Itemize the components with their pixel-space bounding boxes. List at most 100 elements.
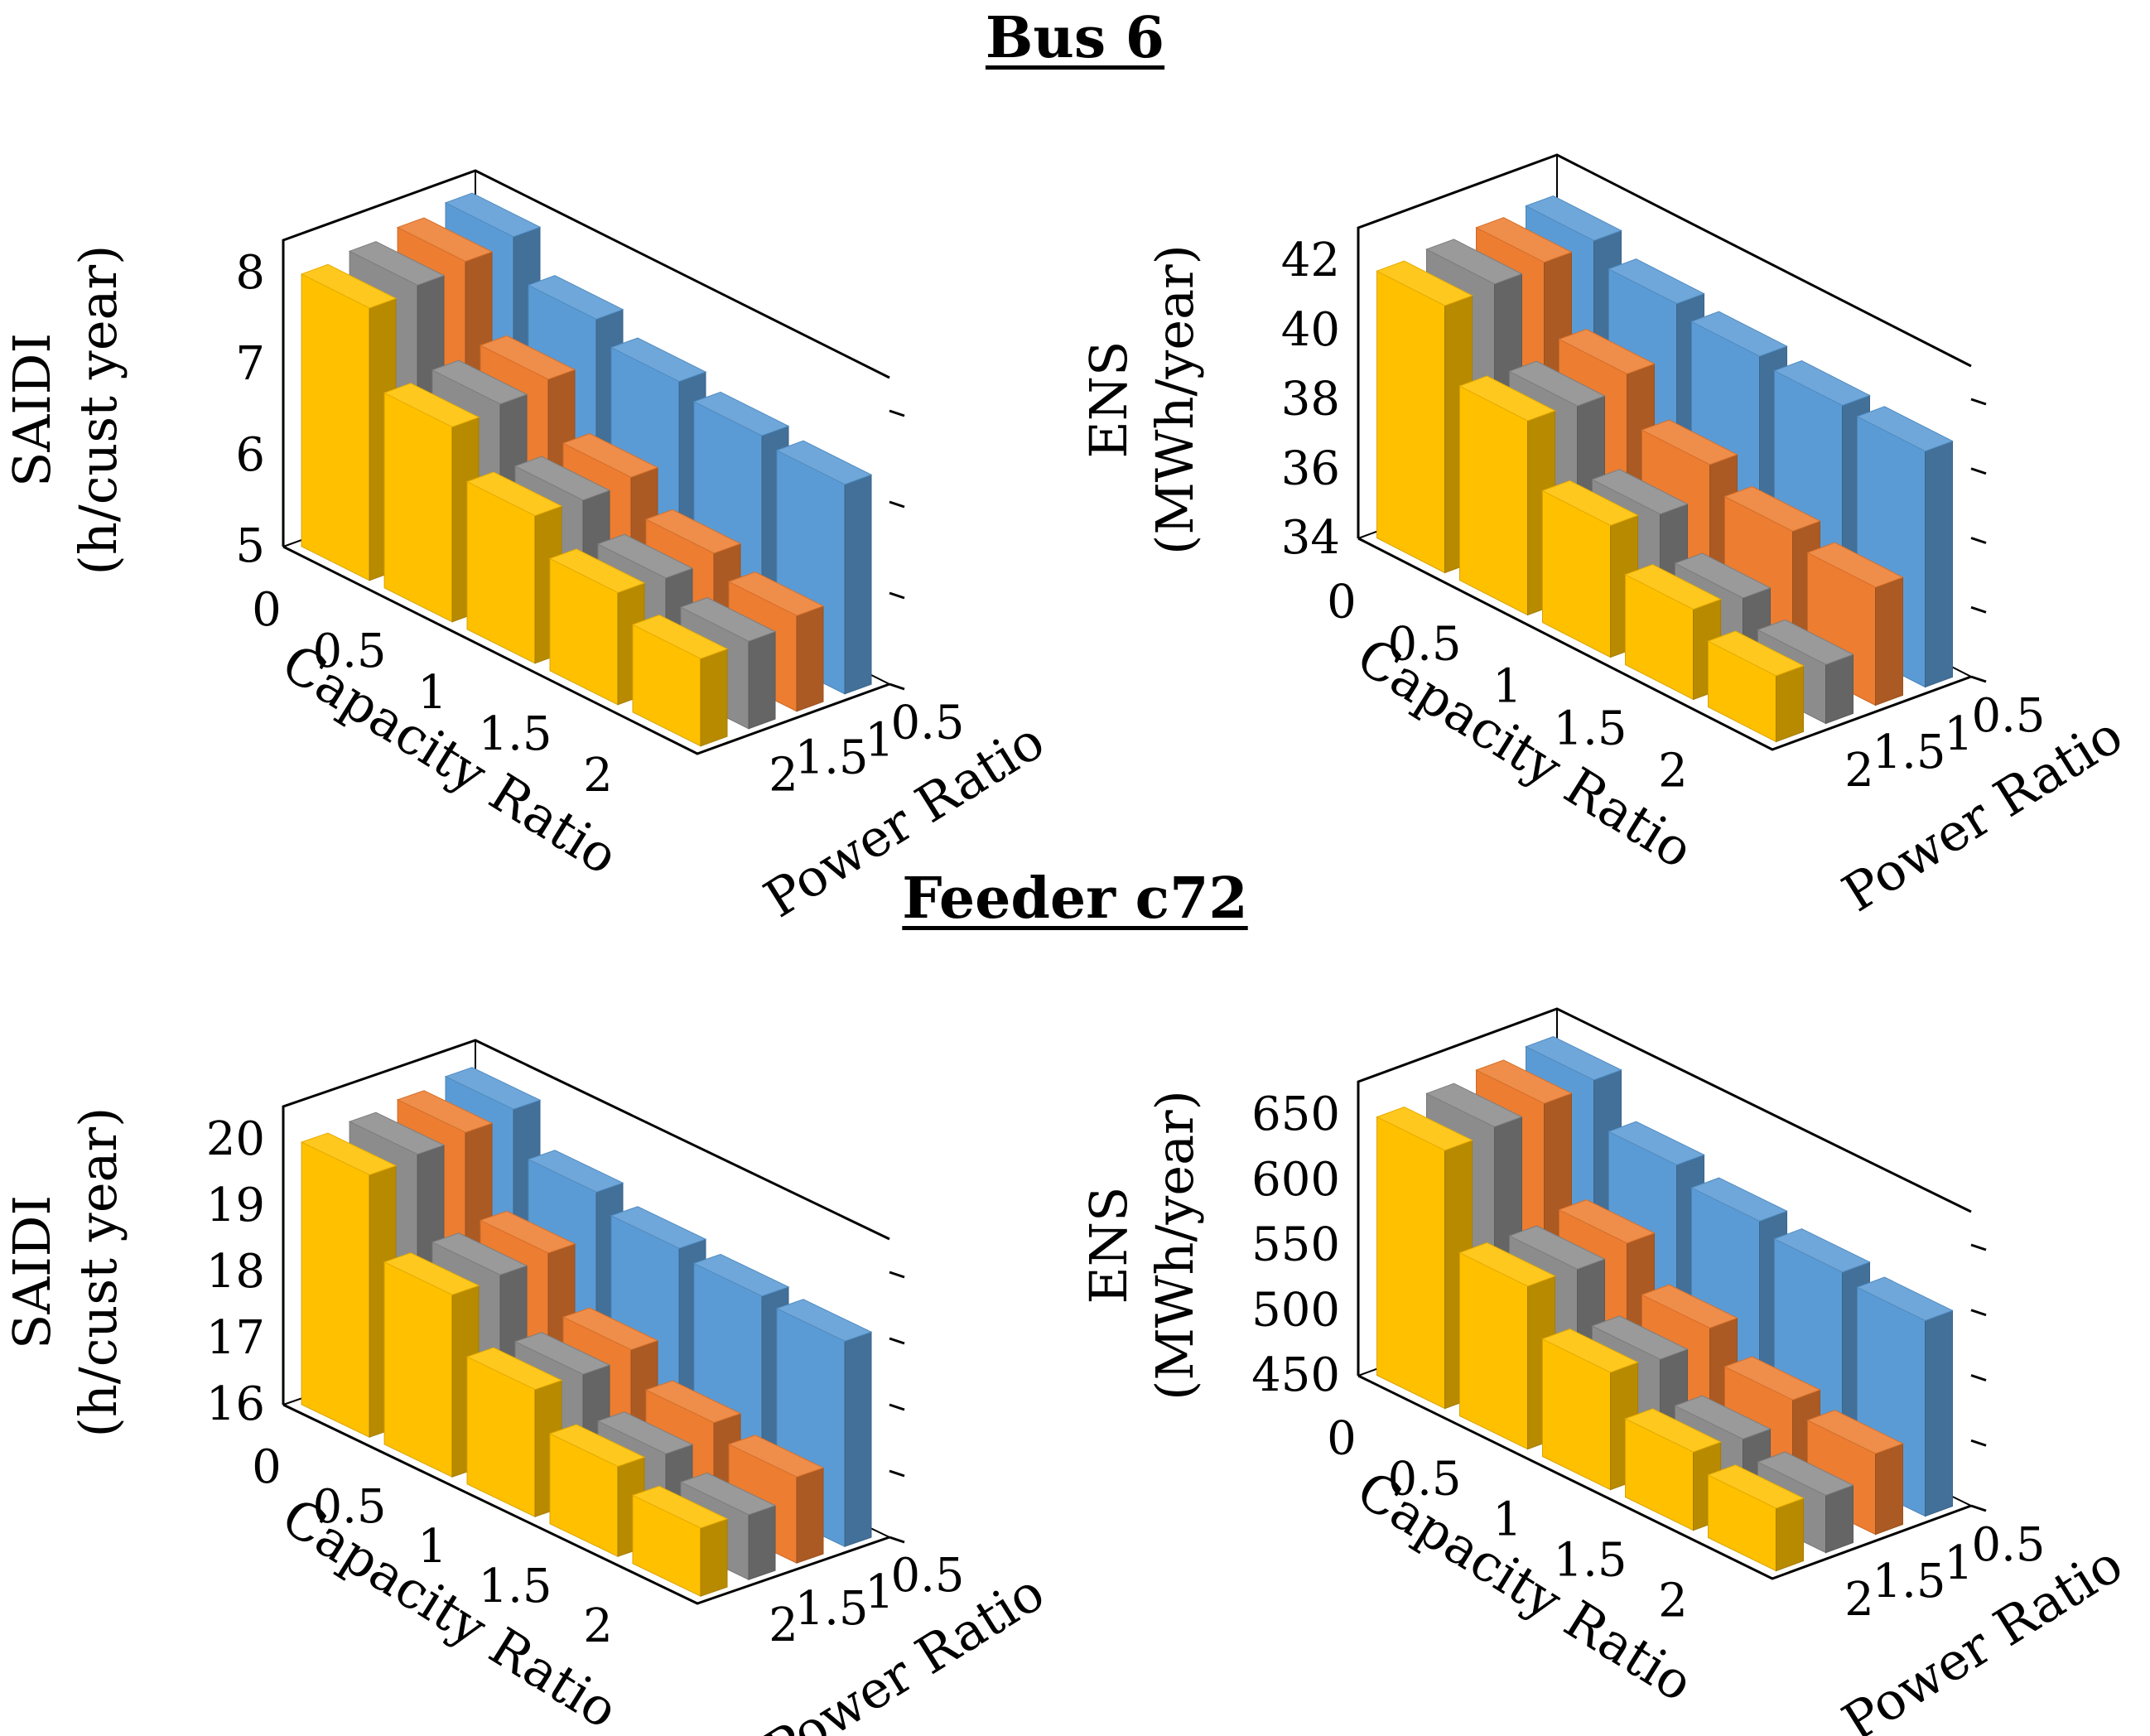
capacity-tick-label: 1 [417, 666, 447, 720]
z-tick-mark [1970, 1309, 1987, 1317]
z-tick-label: 7 [235, 337, 265, 391]
z-tick-mark [1970, 1374, 1987, 1382]
power-tick-label: 1 [1944, 707, 1974, 761]
capacity-tick-label: 0 [1327, 1412, 1357, 1466]
power-tick-label: 1.5 [794, 731, 868, 785]
bar-yellow-cap-2 [631, 615, 729, 747]
bar-yellow-cap-1.5 [548, 1424, 646, 1557]
z-tick-label: 450 [1251, 1348, 1340, 1402]
z-tick-mark [889, 1469, 905, 1478]
bar-yellow-cap-0.5 [383, 383, 480, 623]
capacity-tick-label: 1.5 [478, 707, 552, 761]
capacity-tick-label: 1.5 [1553, 1534, 1627, 1588]
capacity-tick-label: 1 [1492, 660, 1522, 714]
capacity-tick-label: 0 [1327, 576, 1357, 629]
z-axis-label-line2: (MWh/year) [1145, 244, 1205, 555]
z-axis-label-line1: SAIDI [2, 333, 62, 487]
z-tick-label: 16 [206, 1377, 265, 1431]
z-axis-label-line1: ENS [1078, 341, 1139, 459]
capacity-tick-label: 2 [583, 749, 613, 803]
z-tick-mark [1970, 1439, 1987, 1447]
capacity-tick-label: 1 [1492, 1493, 1522, 1547]
section-title-bus-6: Bus 6 [985, 5, 1165, 71]
z-tick-mark [889, 1271, 905, 1279]
z-tick-mark [1970, 1504, 1987, 1512]
z-tick-mark [1970, 537, 1987, 544]
z-axis-label-line2: (h/cust year) [68, 245, 128, 576]
power-tick-label: 2 [769, 1599, 798, 1652]
z-tick-label: 19 [206, 1179, 265, 1232]
z-tick-label: 8 [235, 246, 265, 300]
bar-yellow-cap-0 [300, 263, 398, 581]
power-tick-label: 1 [865, 1565, 894, 1619]
bar-yellow-cap-1 [465, 471, 563, 664]
z-tick-label: 36 [1281, 441, 1340, 495]
bar-yellow-cap-0 [1376, 1106, 1473, 1410]
z-axis-label-line2: (h/cust year) [68, 1107, 128, 1438]
z-tick-mark [1970, 467, 1987, 475]
z-tick-label: 20 [206, 1112, 265, 1166]
z-tick-mark [1970, 1243, 1987, 1251]
bar-yellow-cap-2 [1707, 1464, 1805, 1572]
z-tick-label: 500 [1251, 1283, 1340, 1337]
z-tick-mark [889, 591, 905, 600]
power-tick-label: 0.5 [890, 1549, 964, 1603]
z-tick-label: 5 [235, 519, 265, 573]
power-tick-label: 2 [1844, 744, 1874, 798]
z-axis-label-line2: (MWh/year) [1145, 1090, 1205, 1401]
z-tick-label: 17 [206, 1311, 265, 1365]
capacity-tick-label: 0 [252, 1440, 282, 1494]
power-tick-label: 1.5 [1872, 726, 1945, 779]
capacity-tick-label: 0.5 [312, 1480, 386, 1534]
z-axis-label-line1: ENS [1078, 1187, 1139, 1304]
power-tick-label: 0.5 [1971, 1518, 2045, 1572]
capacity-tick-label: 1.5 [478, 1560, 552, 1613]
z-axis-label-line1: SAIDI [2, 1195, 62, 1349]
z-tick-mark [889, 682, 905, 691]
z-tick-label: 34 [1281, 511, 1340, 565]
z-tick-mark [889, 1403, 905, 1411]
capacity-tick-label: 2 [583, 1599, 613, 1653]
capacity-tick-label: 0 [252, 583, 282, 637]
z-tick-mark [889, 409, 905, 417]
z-tick-mark [889, 500, 905, 509]
z-tick-mark [1970, 675, 1987, 683]
power-tick-label: 2 [1844, 1573, 1874, 1627]
bar-yellow-cap-0 [1376, 260, 1473, 574]
power-tick-label: 1 [865, 714, 894, 768]
bar-blue-cap-2 [1856, 1276, 1954, 1517]
power-tick-label: 1.5 [1872, 1555, 1945, 1608]
z-tick-mark [1970, 398, 1987, 406]
bar-yellow-cap-2 [631, 1485, 729, 1597]
power-tick-label: 1 [1944, 1536, 1974, 1590]
capacity-tick-label: 0.5 [1387, 618, 1461, 672]
section-title-feeder-c72: Feeder c72 [902, 866, 1248, 932]
z-tick-label: 650 [1251, 1087, 1340, 1141]
z-tick-label: 600 [1251, 1153, 1340, 1207]
z-tick-label: 550 [1251, 1218, 1340, 1272]
z-tick-label: 40 [1281, 303, 1340, 357]
power-tick-label: 1.5 [794, 1582, 868, 1636]
z-tick-label: 42 [1281, 234, 1340, 287]
bar-yellow-cap-0.5 [1458, 1242, 1556, 1450]
bar-yellow-cap-0.5 [1458, 375, 1556, 616]
bar-yellow-cap-0.5 [383, 1252, 480, 1478]
capacity-tick-label: 0.5 [312, 624, 386, 678]
bar-yellow-cap-0 [300, 1132, 398, 1438]
z-tick-label: 6 [235, 428, 265, 482]
bar-yellow-cap-2 [1707, 630, 1805, 743]
bar-yellow-cap-1 [1541, 1329, 1639, 1491]
bar-yellow-cap-1 [465, 1347, 563, 1517]
z-tick-mark [1970, 605, 1987, 614]
capacity-tick-label: 0.5 [1387, 1453, 1461, 1507]
power-tick-label: 0.5 [1971, 689, 2045, 743]
capacity-tick-label: 1.5 [1553, 702, 1627, 756]
z-tick-mark [889, 1536, 905, 1544]
power-tick-label: 0.5 [890, 697, 964, 750]
z-tick-label: 38 [1281, 373, 1340, 427]
z-tick-mark [889, 1337, 905, 1345]
capacity-tick-label: 2 [1658, 1574, 1688, 1628]
